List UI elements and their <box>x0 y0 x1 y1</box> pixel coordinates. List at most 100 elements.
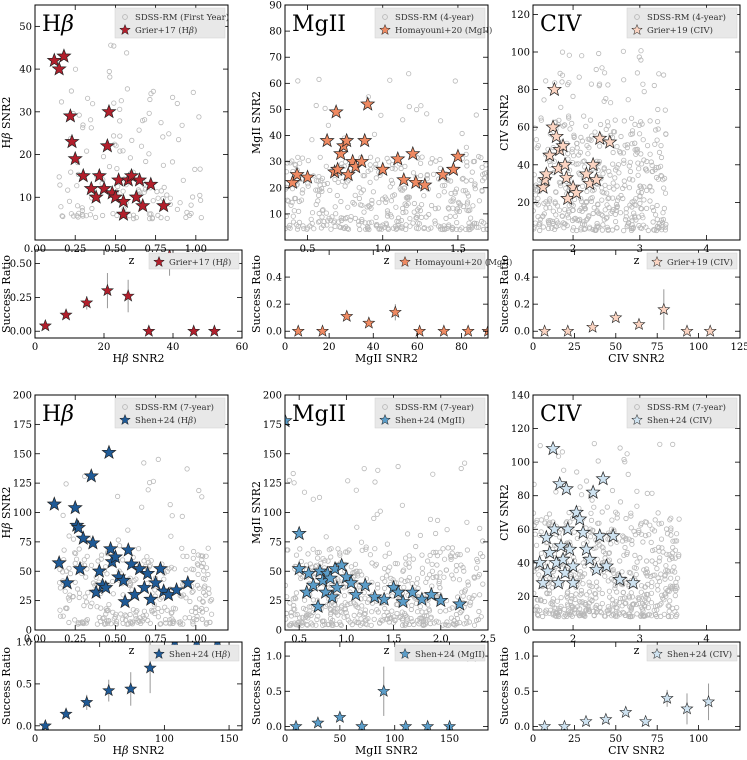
sdss-point <box>597 121 604 128</box>
sdss-point <box>193 605 199 611</box>
sdss-point <box>372 479 378 485</box>
sdss-point <box>109 578 116 585</box>
sdss-point <box>190 588 196 594</box>
sdss-point <box>63 568 70 574</box>
sdss-point <box>595 201 601 207</box>
sdss-point <box>607 594 613 600</box>
star-marker <box>289 719 303 730</box>
sdss-point <box>113 611 119 617</box>
sdss-point <box>346 547 352 553</box>
sdss-point <box>465 193 472 199</box>
legend-box <box>148 252 240 270</box>
sdss-point <box>549 602 556 608</box>
sdss-point <box>573 591 579 597</box>
sdss-point <box>592 129 598 135</box>
sdss-point <box>541 598 548 605</box>
sdss-point <box>413 543 419 550</box>
sdss-point <box>68 169 74 175</box>
sdss-point <box>441 556 448 562</box>
star-marker <box>107 189 124 204</box>
chart-panel-p7: 0.5 1.0 1.5 2.0 2.50255075100125150175200zMg… <box>250 391 496 658</box>
sdss-point <box>179 122 185 128</box>
sdss-point <box>599 600 605 607</box>
sdss-point <box>405 201 411 207</box>
y-tick-label: 0.2 <box>266 300 282 311</box>
sdss-point <box>320 622 326 628</box>
star-marker <box>322 570 338 585</box>
axes-frame <box>532 249 741 339</box>
sdss-point <box>323 534 329 540</box>
star-marker <box>450 148 466 163</box>
sdss-point <box>452 213 458 219</box>
y-axis-label: Success Ratio <box>498 647 511 725</box>
sdss-point <box>325 621 331 628</box>
sdss-point <box>643 205 650 211</box>
sdss-point <box>117 543 123 549</box>
sdss-point <box>290 596 296 602</box>
sdss-point <box>579 599 585 605</box>
sdss-point <box>624 549 630 556</box>
sdss-point <box>429 583 435 589</box>
sdss-point <box>673 579 679 586</box>
sdss-point <box>543 78 549 84</box>
sdss-point <box>350 199 356 206</box>
sdss-point <box>324 222 330 228</box>
star-marker <box>98 579 114 595</box>
sdss-point <box>314 555 321 561</box>
sdss-point <box>117 133 123 139</box>
sdss-point <box>670 441 676 447</box>
sdss-point <box>74 183 80 189</box>
sdss-point <box>76 112 82 118</box>
sdss-point <box>480 553 486 560</box>
legend-star-marker <box>631 23 643 36</box>
sdss-point <box>643 519 650 525</box>
sdss-point <box>579 208 585 214</box>
sdss-point <box>105 607 111 614</box>
y-tick-label: 200 <box>263 391 282 402</box>
sdss-point <box>366 597 372 603</box>
plot-area <box>46 42 204 222</box>
sdss-point <box>80 122 86 128</box>
star-marker <box>285 174 301 190</box>
sdss-point <box>435 619 442 625</box>
sdss-point <box>369 579 375 585</box>
sdss-point <box>158 215 164 221</box>
sdss-point <box>608 541 614 547</box>
sdss-point <box>429 156 435 162</box>
sdss-point <box>391 192 398 198</box>
sdss-point <box>654 202 660 209</box>
plot-area <box>46 444 215 627</box>
sdss-point <box>600 548 607 555</box>
sdss-point <box>399 225 405 231</box>
sdss-point <box>148 211 154 217</box>
sdss-point <box>643 187 650 193</box>
star-marker <box>538 324 552 337</box>
sdss-point <box>315 178 321 184</box>
x-tick-label: 25 <box>568 734 581 745</box>
sdss-point <box>463 178 469 184</box>
sdss-point <box>395 222 401 228</box>
sdss-point <box>559 213 566 219</box>
sdss-point <box>533 519 539 526</box>
sdss-point <box>123 617 129 623</box>
legend-box <box>394 644 486 662</box>
sdss-point <box>611 129 618 135</box>
sdss-point <box>88 603 94 610</box>
sdss-point <box>599 590 605 597</box>
sdss-point <box>672 585 678 592</box>
x-tick-label: 75 <box>651 734 664 745</box>
y-tick-label: 40 <box>269 131 282 142</box>
sdss-point <box>406 104 412 110</box>
sdss-point <box>294 611 300 618</box>
sdss-point <box>624 551 630 557</box>
sdss-point <box>72 550 78 556</box>
sdss-point <box>136 546 142 552</box>
x-axis-label: Hβ SNR2 <box>113 352 165 365</box>
sdss-point <box>368 622 374 628</box>
sdss-point <box>663 563 669 569</box>
sdss-point <box>620 589 626 596</box>
star-marker <box>354 153 370 169</box>
star-marker <box>299 169 316 184</box>
